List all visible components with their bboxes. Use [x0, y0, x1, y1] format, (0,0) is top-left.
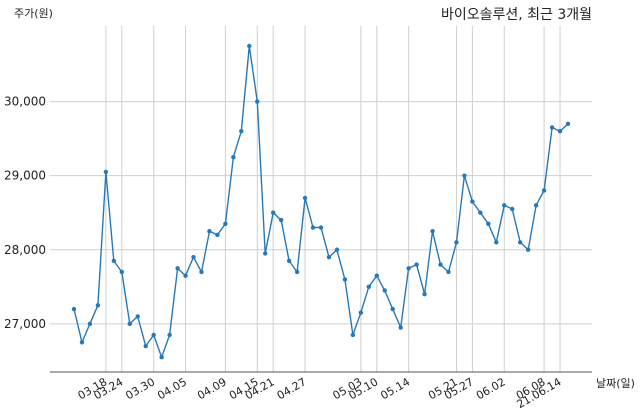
- data-point: [510, 206, 515, 212]
- data-point: [119, 269, 125, 275]
- data-point: [135, 314, 140, 319]
- data-point: [103, 169, 109, 175]
- data-point: [310, 225, 316, 230]
- y-axis-label: 주가(원): [14, 7, 53, 20]
- data-point: [263, 251, 268, 256]
- data-point: [175, 266, 180, 271]
- data-point: [255, 99, 260, 104]
- data-point: [111, 258, 117, 264]
- data-point: [358, 310, 364, 315]
- data-point: [398, 325, 403, 330]
- data-point: [183, 273, 188, 278]
- data-point: [79, 340, 85, 345]
- data-point: [199, 269, 204, 275]
- data-point: [390, 306, 395, 312]
- y-tick-label: 29,000: [4, 169, 46, 183]
- data-point: [215, 232, 220, 238]
- y-tick-label: 27,000: [4, 317, 46, 331]
- data-point: [462, 173, 467, 178]
- data-point: [294, 269, 300, 275]
- y-tick-labels: 27,000 28,000 29,000 30,000: [4, 95, 46, 331]
- data-point: [247, 43, 252, 49]
- grid-lines: [50, 26, 592, 372]
- data-point: [223, 221, 228, 227]
- data-point: [270, 210, 276, 215]
- data-point: [525, 247, 531, 252]
- x-tick-label: 04.05: [155, 375, 189, 402]
- data-point: [286, 258, 292, 264]
- data-point: [71, 306, 77, 312]
- data-point: [342, 277, 348, 282]
- price-series: [71, 43, 571, 360]
- data-point: [87, 321, 93, 327]
- data-point: [406, 266, 411, 271]
- data-point: [446, 269, 451, 275]
- data-point: [326, 254, 332, 260]
- x-tick-label: 04.27: [275, 375, 309, 402]
- data-point: [382, 288, 387, 293]
- data-point: [541, 188, 547, 193]
- data-point: [302, 195, 308, 201]
- data-point: [549, 125, 555, 130]
- data-point: [350, 332, 356, 338]
- x-tick-label: 05.14: [378, 375, 412, 402]
- data-point: [167, 332, 172, 338]
- data-point: [318, 225, 324, 230]
- data-point: [565, 121, 571, 126]
- data-point: [374, 273, 379, 278]
- data-point: [557, 129, 563, 134]
- y-tick-label: 28,000: [4, 243, 46, 257]
- data-point: [533, 203, 539, 208]
- y-tick-label: 30,000: [4, 95, 46, 109]
- data-point: [454, 240, 459, 245]
- data-point: [278, 217, 284, 223]
- data-point: [438, 262, 443, 267]
- data-point: [239, 129, 244, 134]
- data-point: [470, 199, 475, 204]
- data-point: [366, 284, 372, 289]
- data-point: [231, 154, 236, 160]
- data-point: [151, 332, 156, 338]
- x-tick-label: 04.09: [195, 375, 229, 402]
- data-point: [143, 343, 148, 349]
- x-tick-label: 03.30: [123, 375, 157, 402]
- data-point: [334, 247, 340, 252]
- data-point: [430, 229, 435, 234]
- data-point: [517, 240, 523, 245]
- data-point: [207, 229, 212, 234]
- data-point: [95, 303, 101, 308]
- data-point: [159, 354, 164, 360]
- data-point: [414, 262, 419, 267]
- data-point: [422, 292, 427, 297]
- data-point: [502, 203, 507, 208]
- chart-title: 바이오솔루션, 최근 3개월: [441, 7, 592, 23]
- price-line: [73, 45, 569, 358]
- x-tick-label: 06.02: [474, 375, 508, 402]
- x-axis-label: 날짜(일): [596, 376, 635, 390]
- data-point: [191, 254, 196, 260]
- data-point: [494, 240, 499, 245]
- data-point: [486, 221, 491, 227]
- data-point: [127, 321, 132, 327]
- data-point: [478, 210, 483, 215]
